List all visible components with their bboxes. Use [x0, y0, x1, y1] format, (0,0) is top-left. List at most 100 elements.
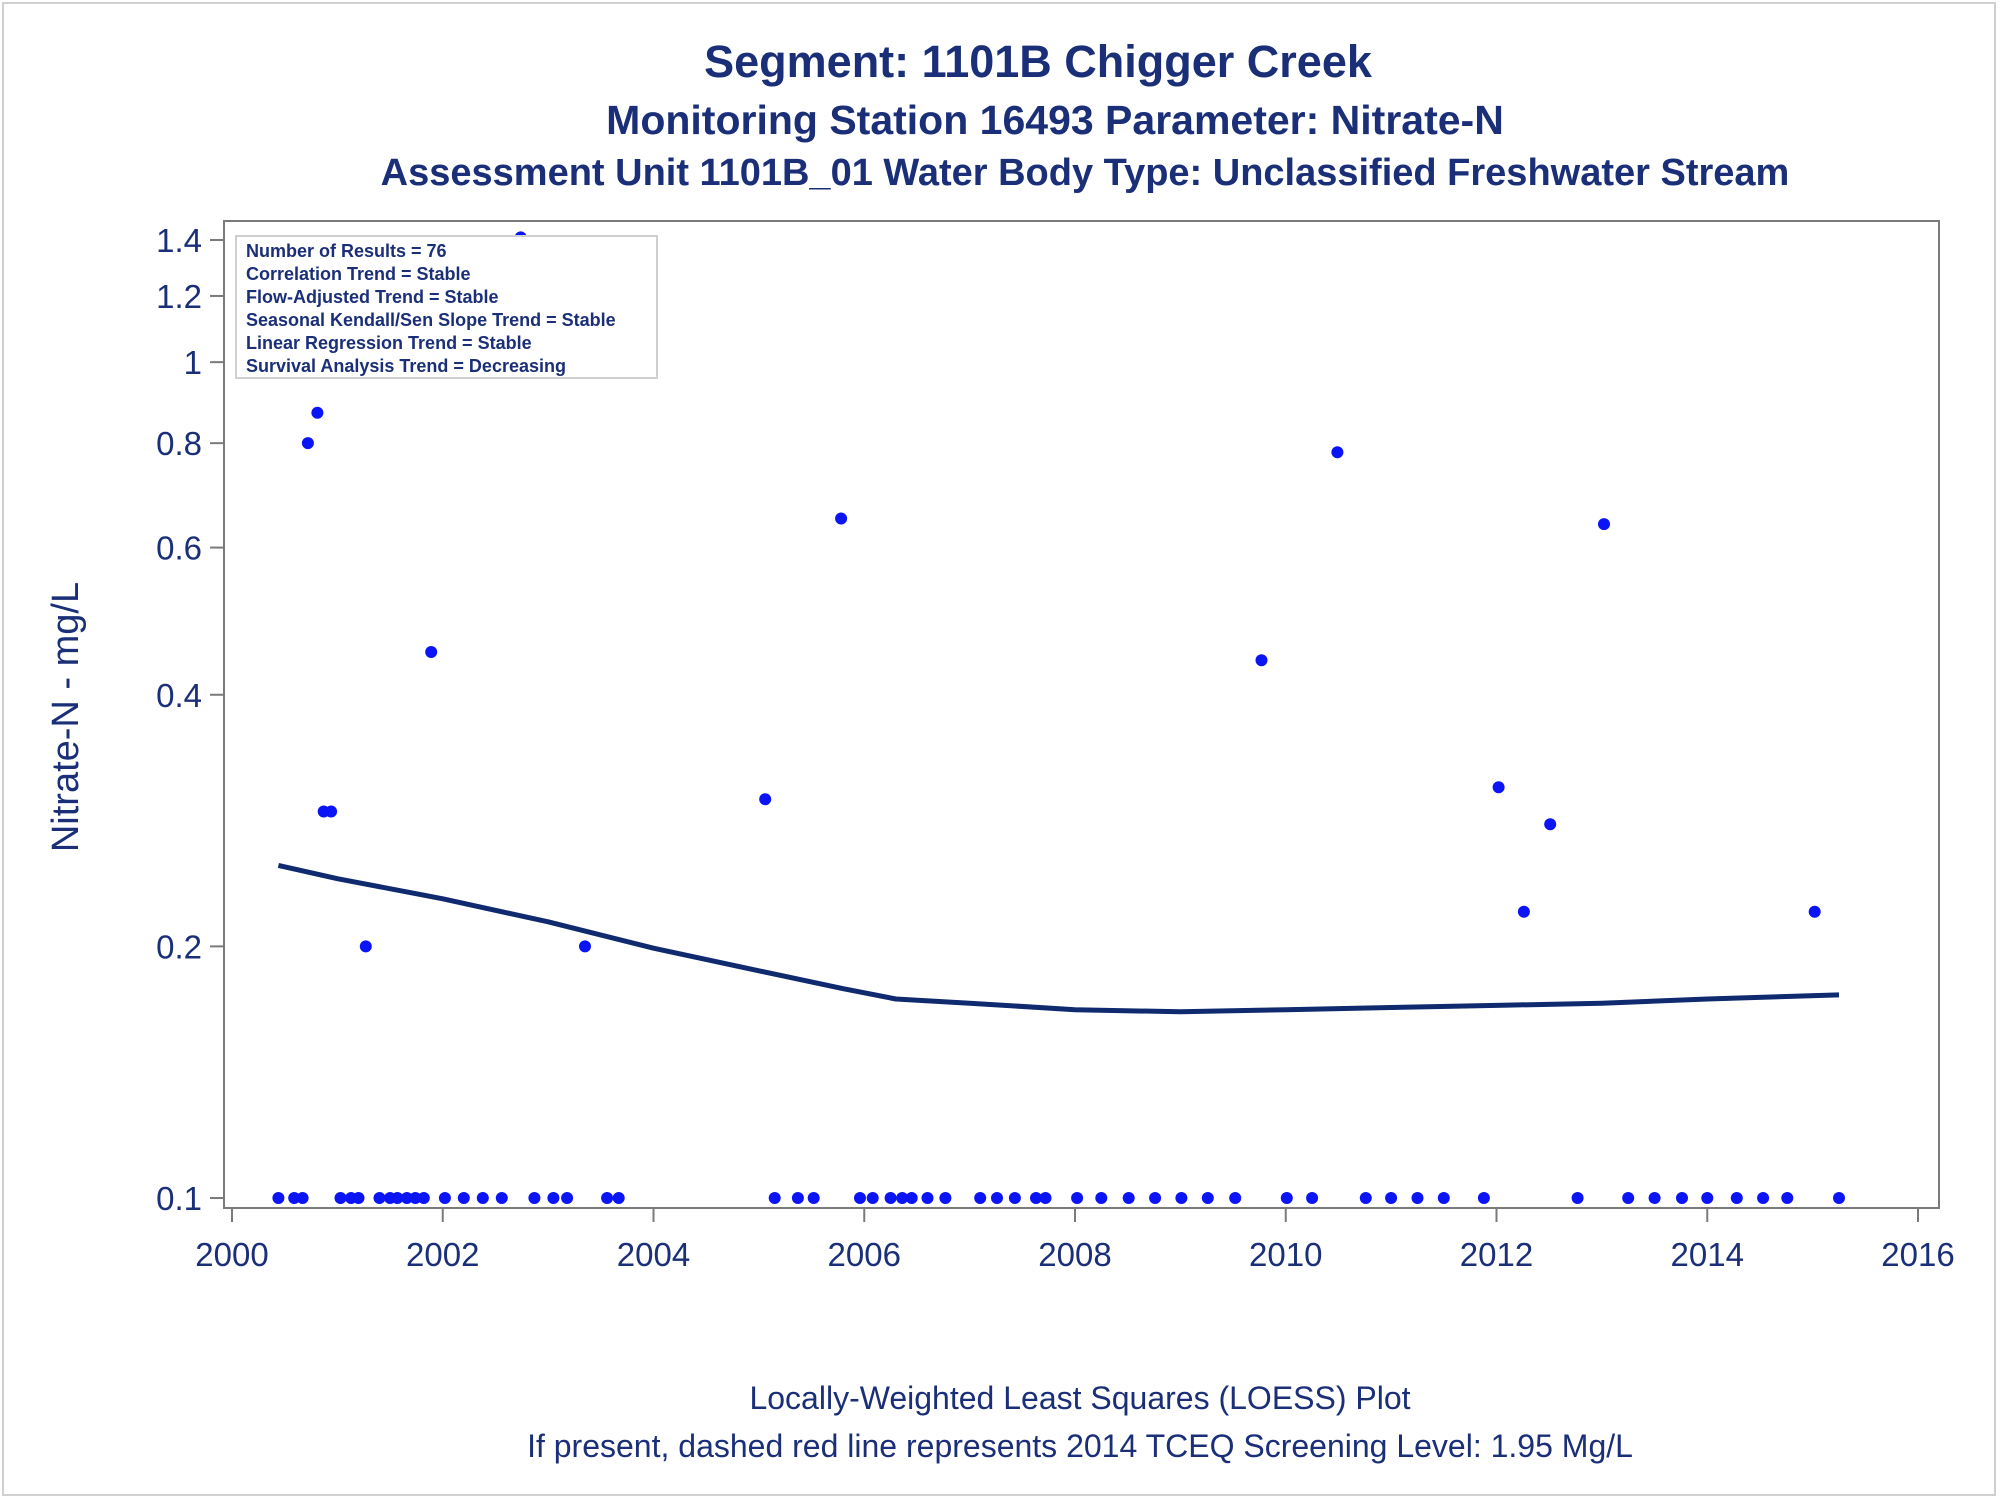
data-point — [866, 1192, 879, 1204]
data-point — [1492, 781, 1505, 794]
stats-line: Flow-Adjusted Trend = Stable — [246, 287, 499, 307]
data-point — [905, 1192, 918, 1204]
y-tick-label: 1.2 — [156, 278, 202, 315]
x-tick-label: 2008 — [1038, 1236, 1111, 1273]
data-point — [409, 1192, 422, 1204]
stats-line: Survival Analysis Trend = Decreasing — [246, 356, 566, 376]
data-point — [1833, 1192, 1845, 1204]
data-point — [495, 1192, 508, 1204]
x-tick-label: 2004 — [617, 1236, 690, 1273]
data-point — [1385, 1192, 1398, 1204]
data-point — [1411, 1192, 1424, 1204]
data-point — [359, 940, 372, 953]
data-point — [939, 1192, 952, 1204]
data-point — [561, 1192, 574, 1204]
data-point — [759, 793, 772, 806]
data-point — [1306, 1192, 1319, 1204]
data-point — [1359, 1192, 1372, 1204]
y-tick-label: 0.8 — [156, 425, 202, 462]
y-tick-label: 0.4 — [156, 677, 202, 714]
data-point — [1149, 1192, 1162, 1204]
data-point — [1676, 1192, 1688, 1204]
data-point — [457, 1192, 470, 1204]
data-point — [1122, 1192, 1135, 1204]
loess-line — [277, 862, 1840, 1015]
data-point — [884, 1192, 897, 1204]
data-point — [1808, 905, 1821, 918]
data-point — [1598, 518, 1610, 531]
data-point — [296, 1192, 309, 1204]
data-point — [1622, 1192, 1635, 1204]
x-tick-label: 2010 — [1249, 1236, 1322, 1273]
data-point — [612, 1192, 625, 1204]
y-tick-label: 0.1 — [156, 1180, 202, 1217]
data-point — [1701, 1192, 1714, 1204]
data-point — [1544, 818, 1557, 831]
data-point — [1730, 1192, 1743, 1204]
data-point — [438, 1192, 451, 1204]
y-tick-label: 0.6 — [156, 530, 202, 567]
data-point — [1437, 1192, 1450, 1204]
data-point — [391, 1192, 404, 1204]
data-point — [272, 1192, 285, 1204]
data-point — [311, 406, 324, 419]
data-point — [991, 1192, 1003, 1204]
data-point — [1477, 1192, 1490, 1204]
data-point — [896, 1192, 909, 1204]
x-tick-label: 2002 — [406, 1236, 479, 1273]
chart-title: Segment: 1101B Chigger Creek — [704, 36, 1372, 87]
data-point — [400, 1192, 413, 1204]
data-point — [1095, 1192, 1108, 1204]
y-axis-label: Nitrate-N - mg/L — [45, 582, 87, 852]
data-point — [1039, 1192, 1052, 1204]
data-point — [325, 805, 338, 818]
data-point — [1331, 446, 1344, 459]
data-point — [835, 512, 848, 525]
x-tick-label: 2000 — [195, 1236, 268, 1273]
x-tick-label: 2016 — [1881, 1236, 1954, 1273]
data-point — [1229, 1192, 1242, 1204]
y-tick-label: 1.4 — [156, 222, 202, 259]
data-point — [601, 1192, 614, 1204]
data-point — [1648, 1192, 1661, 1204]
stats-line: Seasonal Kendall/Sen Slope Trend = Stabl… — [246, 310, 616, 330]
data-point — [1071, 1192, 1084, 1204]
data-point — [579, 940, 591, 953]
data-point — [417, 1192, 430, 1204]
data-point — [476, 1192, 489, 1204]
stats-line: Number of Results = 76 — [246, 241, 447, 261]
data-point — [1280, 1192, 1293, 1204]
data-point — [791, 1192, 804, 1204]
x-tick-label: 2006 — [828, 1236, 901, 1273]
data-point — [807, 1192, 820, 1204]
stats-line: Correlation Trend = Stable — [246, 264, 471, 284]
plot-area — [223, 220, 1940, 1209]
data-point — [974, 1192, 987, 1204]
data-point — [1781, 1192, 1794, 1204]
data-point — [768, 1192, 781, 1204]
data-point — [854, 1192, 866, 1204]
stats-box-border — [235, 235, 658, 379]
y-tick-label: 1 — [184, 344, 202, 381]
x-tick-label: 2012 — [1460, 1236, 1533, 1273]
data-points — [272, 231, 1845, 1204]
stats-line: Linear Regression Trend = Stable — [246, 333, 532, 353]
chart-subtitle-secondary: Assessment Unit 1101B_01 Water Body Type… — [380, 152, 1790, 194]
axes: 2000 2002 2004 2006 2008 2010 2012 2014 2016 0.1 0… — [156, 222, 1955, 1273]
data-point — [352, 1192, 365, 1204]
y-tick-label: 0.2 — [156, 928, 202, 965]
footnote-screening-level: If present, dashed red line represents 2… — [527, 1428, 1633, 1464]
data-point — [1255, 654, 1268, 667]
data-point — [547, 1192, 560, 1204]
data-point — [373, 1192, 386, 1204]
data-point — [1175, 1192, 1188, 1204]
data-point — [1571, 1192, 1584, 1204]
data-point — [528, 1192, 541, 1204]
data-point — [1030, 1192, 1042, 1204]
data-point — [1008, 1192, 1021, 1204]
data-point — [1517, 905, 1530, 918]
data-point — [921, 1192, 934, 1204]
footnote-method: Locally-Weighted Least Squares (LOESS) P… — [749, 1380, 1411, 1416]
